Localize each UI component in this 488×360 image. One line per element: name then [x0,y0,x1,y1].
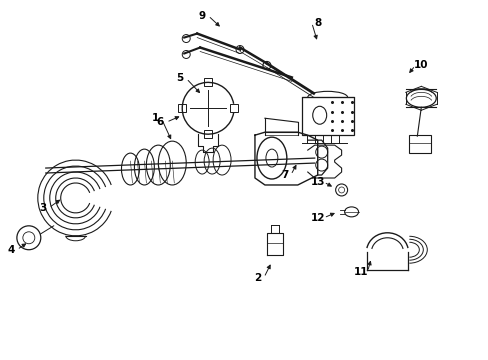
Circle shape [263,62,270,69]
Text: 6: 6 [156,117,163,127]
Text: 4: 4 [7,245,15,255]
Text: 11: 11 [354,267,368,276]
Text: 10: 10 [413,60,427,71]
Text: 2: 2 [254,273,261,283]
Text: 5: 5 [176,73,183,84]
Text: 3: 3 [39,203,46,213]
Bar [301,97,353,135]
Text: 12: 12 [310,213,325,223]
Text: 7: 7 [281,170,288,180]
Text: 1: 1 [151,113,159,123]
Bar [408,135,430,153]
Text: 8: 8 [313,18,321,28]
Text: 9: 9 [198,11,205,21]
Text: 13: 13 [310,177,325,187]
